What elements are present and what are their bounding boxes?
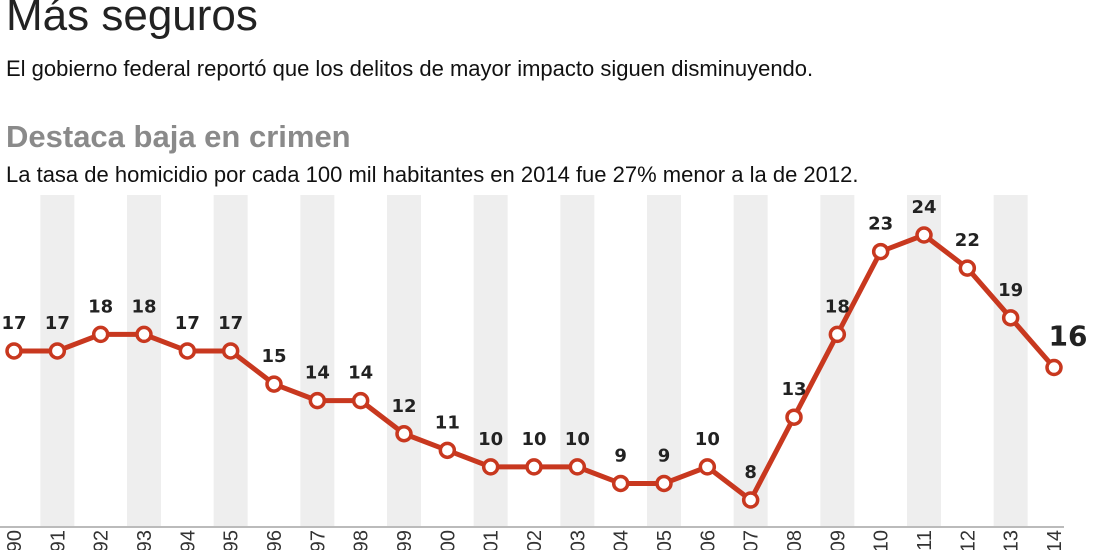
data-point [395, 425, 413, 443]
data-point [438, 441, 457, 460]
data-point [1045, 358, 1063, 377]
value-label: 18 [825, 296, 850, 317]
data-point [351, 391, 370, 410]
x-tick-label: 2004 [611, 530, 633, 550]
data-point [568, 458, 587, 476]
x-tick-label: 2001 [481, 530, 503, 550]
plot: 1990199119921993199419951996199719981999… [0, 195, 1087, 550]
column-stripe [473, 195, 508, 527]
data-point [1001, 309, 1020, 327]
value-label: 22 [955, 230, 980, 251]
chart-subtitle: El gobierno federal reportó que los deli… [6, 56, 813, 81]
value-label: 11 [435, 412, 460, 433]
value-label: 14 [348, 363, 373, 384]
column-stripe [127, 195, 161, 527]
value-label: 18 [131, 296, 156, 317]
value-label: 10 [695, 429, 720, 450]
section-description: La tasa de homicidio por cada 100 mil ha… [6, 162, 858, 187]
x-tick-label: 1999 [394, 530, 416, 550]
x-tick-label: 2010 [871, 530, 893, 550]
x-tick-label: 2009 [827, 530, 849, 550]
data-point [48, 342, 67, 360]
data-point [958, 259, 977, 277]
column-stripe [907, 195, 941, 527]
data-point [178, 342, 197, 360]
value-label: 18 [88, 296, 113, 317]
value-label: 13 [781, 379, 806, 400]
x-tick-label: 1998 [351, 530, 373, 550]
data-point [785, 408, 803, 426]
x-tick-label: 1992 [91, 530, 113, 550]
value-label: 17 [218, 313, 243, 334]
column-stripe [300, 195, 335, 527]
value-label: 14 [305, 363, 330, 384]
data-point [5, 342, 23, 360]
data-point [741, 491, 760, 509]
value-label: 16 [1049, 320, 1088, 353]
x-tick-label: 2013 [1001, 530, 1023, 550]
x-tick-label: 2002 [524, 530, 546, 550]
column-stripe [733, 195, 768, 527]
value-label: 12 [391, 396, 416, 417]
value-label: 17 [1, 313, 26, 334]
column-stripe [40, 195, 75, 527]
x-tick-label: 1993 [134, 530, 156, 550]
value-label: 9 [658, 445, 671, 466]
section-title: Destaca baja en crimen [6, 119, 351, 154]
x-tick-label: 2011 [914, 530, 936, 550]
data-point [265, 375, 283, 393]
value-label: 9 [614, 445, 627, 466]
value-label: 8 [744, 462, 757, 483]
chart-title: Más seguros [6, 0, 258, 40]
value-label: 17 [175, 313, 200, 334]
data-point [655, 474, 673, 493]
data-point [611, 474, 630, 493]
value-label: 17 [45, 313, 70, 334]
column-stripe [993, 195, 1028, 527]
x-tick-label: 2003 [567, 530, 589, 550]
data-point [308, 391, 327, 410]
data-point [525, 458, 543, 476]
column-stripe [387, 195, 421, 527]
x-tick-label: 2012 [957, 530, 979, 550]
x-tick-label: 1995 [221, 530, 243, 550]
x-tick-label: 2006 [697, 530, 719, 550]
column-stripe [560, 195, 595, 527]
x-tick-label: 2014 [1044, 530, 1066, 550]
x-tick-label: 1994 [177, 530, 199, 550]
value-label: 24 [911, 197, 936, 218]
column-stripe [647, 195, 681, 527]
x-tick-label: 2000 [437, 530, 459, 550]
data-point [828, 325, 847, 344]
x-tick-label: 2007 [741, 530, 763, 550]
x-tick-label: 1996 [264, 530, 286, 550]
value-label: 10 [478, 429, 503, 450]
data-point [871, 242, 890, 261]
data-point [221, 342, 240, 360]
data-point [481, 458, 500, 476]
data-point [135, 325, 153, 344]
x-tick-label: 1990 [4, 530, 26, 550]
data-point [91, 325, 110, 344]
data-point [698, 458, 717, 476]
x-tick-label: 1997 [307, 530, 329, 550]
x-tick-label: 2008 [784, 530, 806, 550]
x-tick-label: 1991 [47, 530, 69, 550]
value-label: 10 [521, 429, 546, 450]
value-label: 19 [998, 280, 1023, 301]
value-label: 15 [261, 346, 286, 367]
value-label: 23 [868, 214, 893, 235]
value-label: 10 [565, 429, 590, 450]
x-tick-label: 2005 [654, 530, 676, 550]
data-point [915, 226, 933, 244]
